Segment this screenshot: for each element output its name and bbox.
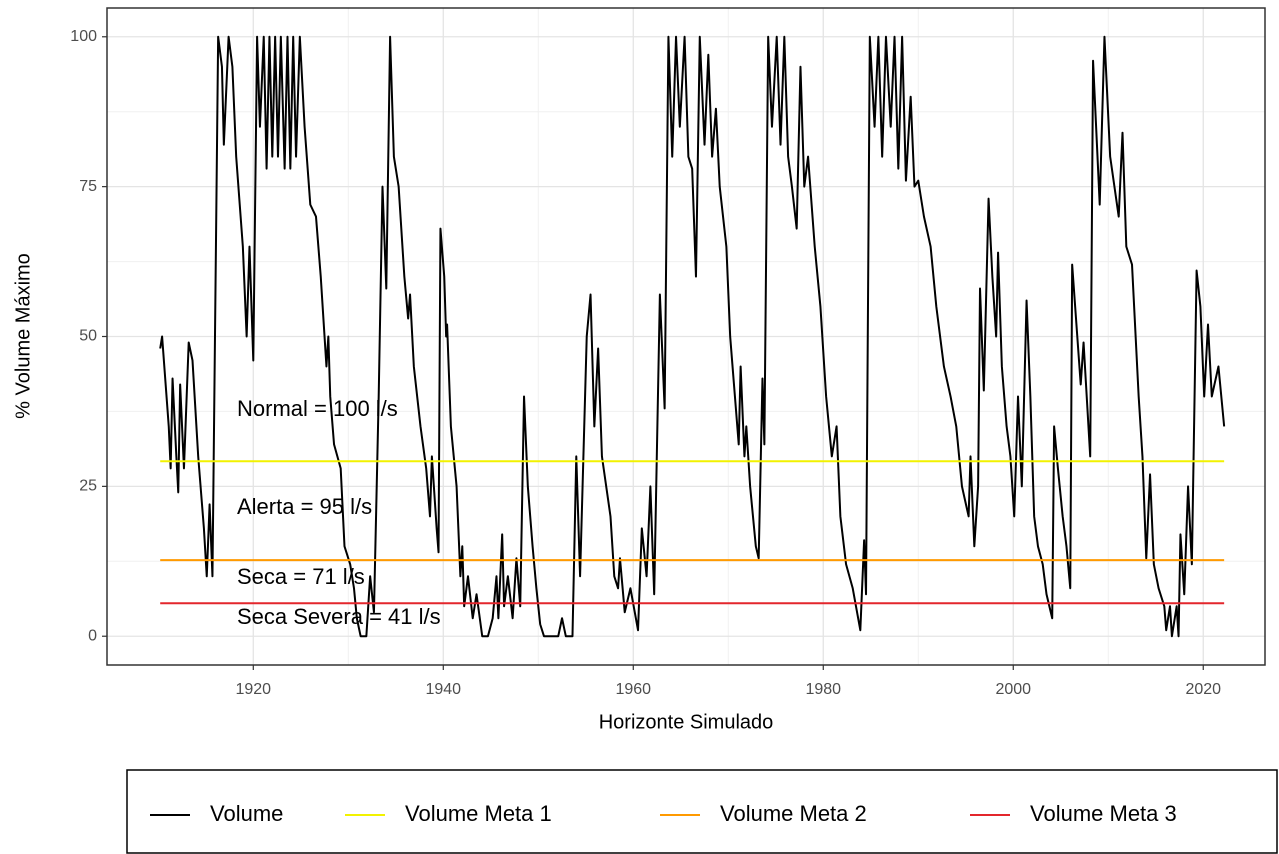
- annotation: Seca = 71 l/s: [237, 564, 365, 589]
- x-tick-label: 1920: [235, 681, 271, 698]
- x-axis-title: Horizonte Simulado: [599, 711, 774, 733]
- x-tick-label: 2020: [1185, 681, 1221, 698]
- legend-label: Volume Meta 3: [1030, 801, 1177, 826]
- annotation: Alerta = 95 l/s: [237, 494, 372, 519]
- y-tick-label: 0: [88, 627, 97, 644]
- y-tick-label: 50: [79, 328, 97, 345]
- panel-border: [106, 7, 1266, 666]
- x-tick-label: 2000: [995, 681, 1031, 698]
- x-tick-label: 1960: [615, 681, 651, 698]
- y-tick-label: 25: [79, 478, 97, 495]
- x-tick-label: 1940: [425, 681, 461, 698]
- annotation: Normal = 100 l/s: [237, 396, 398, 421]
- y-tick-label: 100: [70, 28, 97, 45]
- y-tick-label: 75: [79, 178, 97, 195]
- y-axis-title: % Volume Máximo: [12, 253, 34, 419]
- legend-label: Volume Meta 1: [405, 801, 552, 826]
- annotation: Seca Severa = 41 l/s: [237, 604, 441, 629]
- legend-label: Volume: [210, 801, 283, 826]
- series-line: [159, 35, 1226, 638]
- legend-box: [126, 769, 1278, 854]
- x-tick-label: 1980: [805, 681, 841, 698]
- legend-label: Volume Meta 2: [720, 801, 867, 826]
